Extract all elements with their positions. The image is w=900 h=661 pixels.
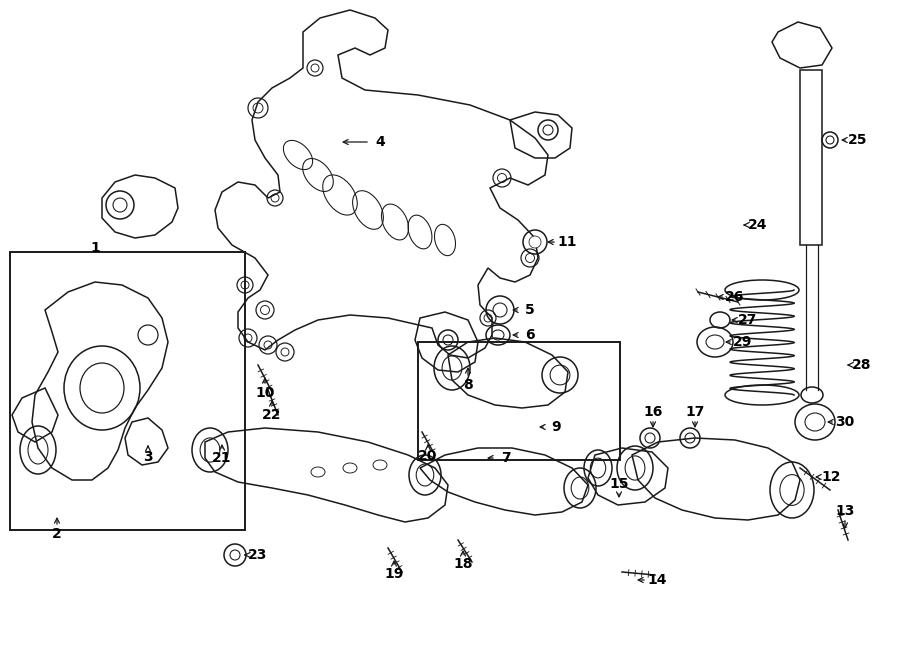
Text: 12: 12 bbox=[821, 470, 841, 484]
Text: 30: 30 bbox=[835, 415, 855, 429]
Text: 1: 1 bbox=[90, 241, 100, 255]
Text: 26: 26 bbox=[725, 290, 744, 304]
Text: 8: 8 bbox=[464, 378, 472, 392]
Text: 21: 21 bbox=[212, 451, 232, 465]
Text: 17: 17 bbox=[685, 405, 705, 419]
Bar bbox=[418, 342, 620, 460]
Text: 13: 13 bbox=[835, 504, 855, 518]
Bar bbox=[800, 70, 822, 245]
Text: 9: 9 bbox=[551, 420, 561, 434]
Text: 25: 25 bbox=[848, 133, 868, 147]
Text: 4: 4 bbox=[375, 135, 385, 149]
Text: 19: 19 bbox=[384, 567, 404, 581]
Text: 14: 14 bbox=[647, 573, 667, 587]
Text: 7: 7 bbox=[501, 451, 511, 465]
Text: 27: 27 bbox=[738, 313, 758, 327]
Bar bbox=[10, 252, 245, 530]
Text: 20: 20 bbox=[418, 449, 437, 463]
Text: 28: 28 bbox=[852, 358, 872, 372]
Text: 29: 29 bbox=[734, 335, 752, 349]
Text: 10: 10 bbox=[256, 386, 274, 400]
Circle shape bbox=[529, 236, 541, 248]
Text: 15: 15 bbox=[609, 477, 629, 491]
Text: 18: 18 bbox=[454, 557, 473, 571]
Text: 24: 24 bbox=[748, 218, 768, 232]
Text: 2: 2 bbox=[52, 527, 62, 541]
Text: 22: 22 bbox=[262, 408, 282, 422]
Text: 16: 16 bbox=[644, 405, 662, 419]
Text: 3: 3 bbox=[143, 450, 153, 464]
Text: 5: 5 bbox=[525, 303, 535, 317]
Text: 23: 23 bbox=[248, 548, 267, 562]
Circle shape bbox=[826, 136, 834, 144]
Text: 11: 11 bbox=[557, 235, 577, 249]
Text: 6: 6 bbox=[526, 328, 535, 342]
